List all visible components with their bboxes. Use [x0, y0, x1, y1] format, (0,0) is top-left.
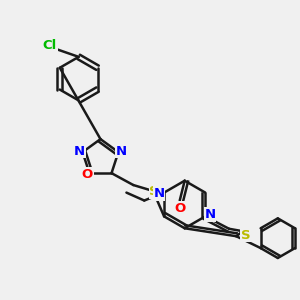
Text: N: N	[205, 208, 216, 221]
Text: S: S	[241, 229, 251, 242]
Text: N: N	[116, 145, 127, 158]
Text: O: O	[174, 202, 185, 215]
Text: O: O	[82, 168, 93, 181]
Text: N: N	[74, 145, 85, 158]
Text: Cl: Cl	[43, 40, 57, 52]
Text: S: S	[149, 185, 159, 199]
Text: N: N	[154, 187, 165, 200]
